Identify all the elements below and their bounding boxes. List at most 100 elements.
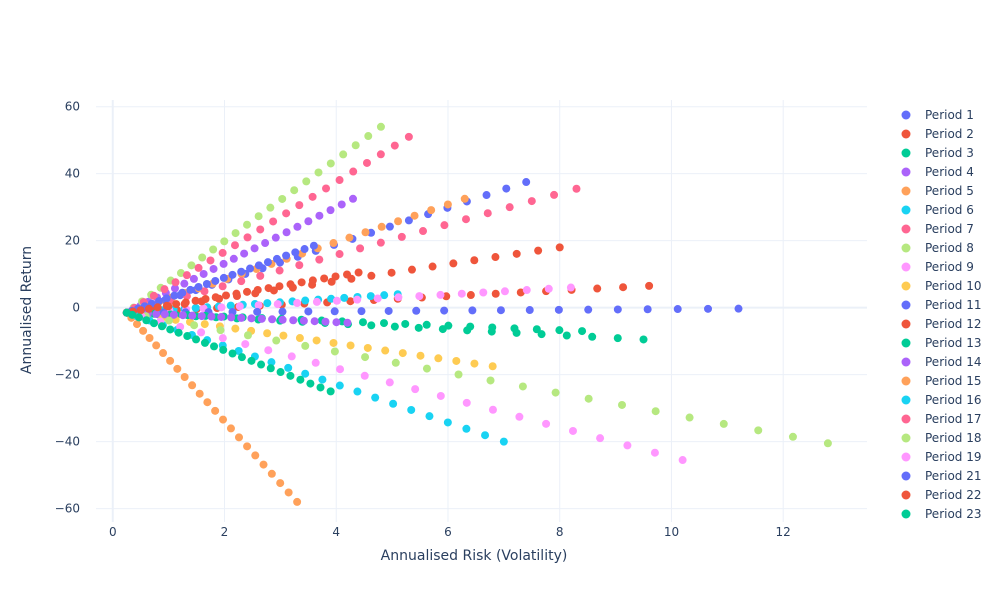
data-point[interactable]: [422, 364, 431, 373]
data-point[interactable]: [149, 291, 158, 300]
data-point[interactable]: [462, 424, 471, 433]
data-point[interactable]: [425, 412, 434, 421]
data-point[interactable]: [135, 313, 144, 322]
data-point[interactable]: [194, 282, 203, 291]
data-point[interactable]: [282, 209, 291, 218]
data-point[interactable]: [309, 241, 318, 250]
data-point[interactable]: [623, 441, 632, 450]
data-point[interactable]: [234, 433, 243, 442]
data-point[interactable]: [754, 426, 763, 435]
data-point[interactable]: [139, 326, 148, 335]
data-point[interactable]: [505, 203, 514, 212]
data-point[interactable]: [162, 301, 171, 310]
data-point[interactable]: [170, 284, 179, 293]
data-point[interactable]: [482, 191, 491, 200]
data-point[interactable]: [289, 316, 298, 325]
data-point[interactable]: [200, 287, 209, 296]
data-point[interactable]: [170, 291, 179, 300]
data-point[interactable]: [532, 325, 541, 334]
legend-item[interactable]: Period 11: [901, 298, 982, 312]
legend-item[interactable]: Period 6: [901, 203, 974, 217]
data-point[interactable]: [390, 141, 399, 150]
data-point[interactable]: [346, 297, 355, 306]
data-point[interactable]: [172, 300, 181, 309]
data-point[interactable]: [510, 324, 519, 333]
data-point[interactable]: [414, 323, 423, 332]
data-point[interactable]: [155, 297, 164, 306]
data-point[interactable]: [253, 307, 262, 316]
data-point[interactable]: [330, 347, 339, 356]
data-point[interactable]: [195, 389, 204, 398]
data-point[interactable]: [650, 448, 659, 457]
data-point[interactable]: [312, 297, 321, 306]
data-point[interactable]: [332, 318, 341, 327]
data-point[interactable]: [345, 233, 354, 242]
data-point[interactable]: [166, 356, 175, 365]
data-point[interactable]: [397, 232, 406, 241]
data-point[interactable]: [394, 293, 403, 302]
legend-item[interactable]: Period 17: [901, 412, 982, 426]
data-point[interactable]: [551, 388, 560, 397]
data-point[interactable]: [160, 310, 169, 319]
data-point[interactable]: [394, 217, 403, 226]
data-point[interactable]: [357, 307, 366, 316]
data-point[interactable]: [391, 358, 400, 367]
data-point[interactable]: [226, 424, 235, 433]
data-point[interactable]: [678, 456, 687, 465]
data-point[interactable]: [181, 298, 190, 307]
data-point[interactable]: [518, 382, 527, 391]
data-point[interactable]: [330, 307, 339, 316]
data-point[interactable]: [310, 317, 319, 326]
data-point[interactable]: [257, 360, 266, 369]
data-point[interactable]: [643, 305, 652, 314]
data-point[interactable]: [237, 353, 246, 362]
data-point[interactable]: [228, 349, 237, 358]
data-point[interactable]: [427, 206, 436, 215]
data-point[interactable]: [452, 356, 461, 365]
data-point[interactable]: [618, 400, 627, 409]
data-point[interactable]: [286, 371, 295, 380]
data-point[interactable]: [578, 327, 587, 336]
data-point[interactable]: [282, 228, 291, 237]
data-point[interactable]: [481, 431, 490, 440]
data-point[interactable]: [282, 251, 291, 260]
data-point[interactable]: [322, 184, 331, 193]
data-point[interactable]: [237, 277, 246, 286]
data-point[interactable]: [381, 346, 390, 355]
data-point[interactable]: [231, 324, 240, 333]
data-point[interactable]: [243, 287, 252, 296]
data-point[interactable]: [216, 326, 225, 335]
data-point[interactable]: [363, 343, 372, 352]
data-point[interactable]: [525, 306, 534, 315]
data-point[interactable]: [376, 150, 385, 159]
data-point[interactable]: [380, 291, 389, 300]
data-point[interactable]: [199, 269, 208, 278]
data-point[interactable]: [197, 312, 206, 321]
data-point[interactable]: [243, 220, 252, 229]
legend-item[interactable]: Period 1: [901, 108, 974, 122]
data-point[interactable]: [673, 305, 682, 314]
data-point[interactable]: [373, 294, 382, 303]
data-point[interactable]: [337, 200, 346, 209]
data-point[interactable]: [788, 432, 797, 441]
data-point[interactable]: [180, 279, 189, 288]
legend-item[interactable]: Period 14: [901, 355, 982, 369]
data-point[interactable]: [241, 340, 250, 349]
data-point[interactable]: [419, 227, 428, 236]
data-point[interactable]: [384, 306, 393, 315]
data-point[interactable]: [150, 319, 159, 328]
data-point[interactable]: [326, 206, 335, 215]
data-point[interactable]: [356, 244, 365, 253]
data-point[interactable]: [295, 261, 304, 270]
legend-item[interactable]: Period 8: [901, 241, 974, 255]
data-point[interactable]: [256, 271, 265, 280]
data-point[interactable]: [329, 239, 338, 248]
data-point[interactable]: [613, 334, 622, 343]
data-point[interactable]: [183, 332, 192, 341]
data-point[interactable]: [178, 311, 187, 320]
data-point[interactable]: [407, 265, 416, 274]
data-point[interactable]: [230, 241, 239, 250]
data-point[interactable]: [422, 320, 431, 329]
data-point[interactable]: [263, 299, 272, 308]
data-point[interactable]: [415, 292, 424, 301]
